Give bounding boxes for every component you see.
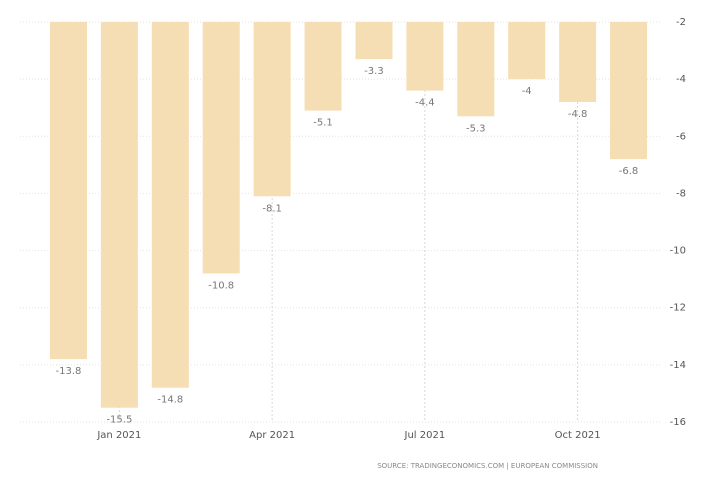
bar bbox=[100, 22, 138, 408]
bar bbox=[610, 22, 648, 160]
bar bbox=[355, 22, 393, 60]
bar bbox=[304, 22, 342, 111]
value-label: -4.4 bbox=[415, 98, 435, 109]
value-label: -14.8 bbox=[157, 395, 183, 406]
value-label: -5.1 bbox=[313, 118, 333, 129]
value-label: -10.8 bbox=[208, 280, 234, 291]
bar bbox=[508, 22, 546, 80]
x-tick-label: Jul 2021 bbox=[404, 430, 446, 441]
y-tick-label: -12 bbox=[670, 303, 686, 314]
y-tick-label: -8 bbox=[676, 188, 686, 199]
x-tick-label: Jan 2021 bbox=[96, 430, 141, 441]
bar bbox=[457, 22, 495, 117]
value-label: -8.1 bbox=[262, 203, 282, 214]
bar bbox=[406, 22, 444, 91]
value-label: -3.3 bbox=[364, 66, 384, 77]
y-tick-label: -14 bbox=[670, 360, 686, 371]
x-tick-label: Oct 2021 bbox=[555, 430, 601, 441]
bar bbox=[151, 22, 189, 388]
y-tick-label: -10 bbox=[670, 246, 686, 257]
value-label: -13.8 bbox=[56, 366, 82, 377]
y-tick-label: -4 bbox=[676, 74, 686, 85]
y-tick-label: -2 bbox=[676, 17, 686, 28]
value-label: -4.8 bbox=[568, 109, 588, 120]
value-label: -5.3 bbox=[466, 123, 486, 134]
value-label: -15.5 bbox=[106, 415, 132, 426]
x-tick-label: Apr 2021 bbox=[249, 430, 295, 441]
bar bbox=[49, 22, 87, 360]
y-tick-label: -6 bbox=[676, 131, 686, 142]
bar bbox=[253, 22, 291, 197]
y-tick-label: -16 bbox=[670, 417, 686, 428]
bar bbox=[559, 22, 597, 102]
bar bbox=[202, 22, 240, 274]
value-label: -4 bbox=[522, 86, 532, 97]
value-label: -6.8 bbox=[619, 166, 639, 177]
source-note: SOURCE: TRADINGECONOMICS.COM | EUROPEAN … bbox=[377, 462, 598, 470]
